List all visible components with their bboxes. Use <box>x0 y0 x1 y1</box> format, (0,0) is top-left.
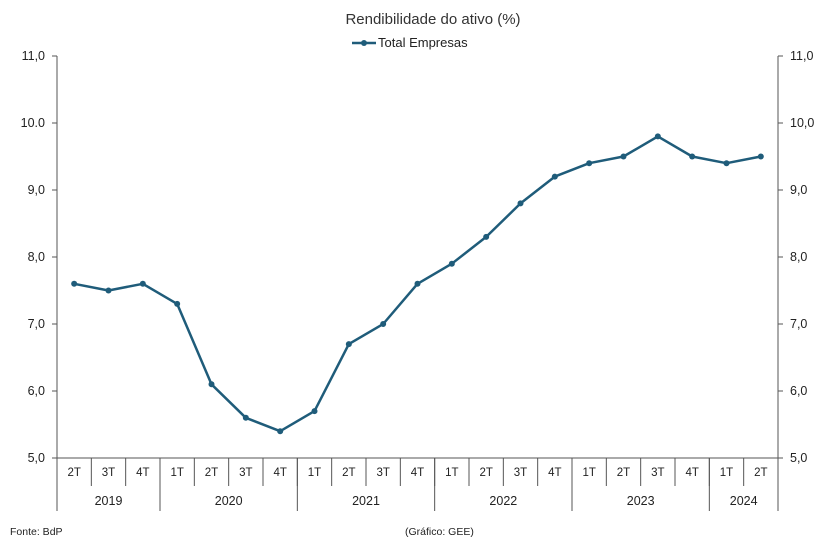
x-tick-label-quarter: 4T <box>548 467 561 479</box>
y-tick-label-left: 9,0 <box>28 183 45 197</box>
legend-point-marker <box>361 40 367 46</box>
data-point <box>208 381 215 388</box>
data-point <box>345 341 352 348</box>
credit-note: (Gráfico: GEE) <box>405 526 474 538</box>
x-tick-label-quarter: 4T <box>411 467 424 479</box>
data-point <box>139 280 146 287</box>
y-tick-label-left: 11,0 <box>22 49 45 63</box>
x-tick-label-quarter: 1T <box>170 467 183 479</box>
legend: Total Empresas <box>352 35 468 50</box>
y-tick-label-right: 6,0 <box>790 384 807 398</box>
x-tick-label-quarter: 1T <box>445 467 458 479</box>
x-tick-label-quarter: 3T <box>376 467 389 479</box>
data-point <box>586 160 593 167</box>
data-point <box>517 200 524 207</box>
data-point <box>71 280 78 287</box>
x-tick-label-year: 2021 <box>352 494 380 508</box>
data-point <box>448 260 455 267</box>
x-tick-label-quarter: 1T <box>308 467 321 479</box>
data-point <box>380 321 387 327</box>
data-point <box>277 428 284 435</box>
data-point <box>723 160 730 167</box>
data-point <box>242 414 249 421</box>
data-point <box>174 300 181 307</box>
x-tick-label-quarter: 3T <box>514 467 527 479</box>
x-tick-label-quarter: 2T <box>342 467 355 479</box>
x-tick-label-quarter: 2T <box>754 467 767 479</box>
plot-area <box>71 133 764 435</box>
x-tick-label-year: 2023 <box>627 494 655 508</box>
x-tick-label-quarter: 4T <box>136 467 149 479</box>
x-tick-label-quarter: 2T <box>617 467 630 479</box>
x-tick-label-quarter: 3T <box>239 467 252 479</box>
data-point <box>483 233 490 240</box>
x-tick-label-quarter: 1T <box>720 467 733 479</box>
y-tick-label-right: 10,0 <box>790 116 814 130</box>
y-tick-label-left: 6,0 <box>28 384 45 398</box>
legend-label: Total Empresas <box>378 35 468 50</box>
data-point <box>311 408 318 415</box>
x-tick-label-quarter: 3T <box>651 467 664 479</box>
y-tick-label-left: 5,0 <box>28 451 45 465</box>
data-point <box>414 280 421 287</box>
y-tick-label-left: 7,0 <box>28 317 45 331</box>
data-point <box>551 173 558 180</box>
y-tick-label-left: 8,0 <box>28 250 45 264</box>
x-tick-label-year: 2019 <box>95 494 123 508</box>
data-point <box>757 153 764 160</box>
source-note: Fonte: BdP <box>10 526 63 538</box>
y-tick-label-right: 9,0 <box>790 183 807 197</box>
x-tick-label-quarter: 4T <box>685 467 698 479</box>
y-tick-label-right: 8,0 <box>790 250 807 264</box>
data-point <box>620 153 627 160</box>
axes: 11,0 11,0 10.0 10,0 9,0 9,0 8,0 8,0 7,0 7,0 6,0 6,0… <box>21 49 814 511</box>
data-point <box>105 287 112 294</box>
x-tick-label-quarter: 2T <box>205 467 218 479</box>
x-tick-label-quarter: 2T <box>67 467 80 479</box>
y-tick-label-right: 7,0 <box>790 317 807 331</box>
x-tick-label-quarter: 1T <box>582 467 595 479</box>
data-point <box>689 153 696 160</box>
x-tick-label-quarter: 4T <box>273 467 286 479</box>
y-tick-label-right: 5,0 <box>790 451 807 465</box>
x-tick-label-year: 2024 <box>730 494 758 508</box>
x-tick-label-quarter: 2T <box>479 467 492 479</box>
data-point <box>654 133 661 140</box>
x-tick-label-year: 2020 <box>215 494 243 508</box>
chart-title: Rendibilidade do ativo (%) <box>345 11 520 28</box>
x-tick-label-year: 2022 <box>489 494 517 508</box>
x-tick-label-quarter: 3T <box>102 467 115 479</box>
y-tick-label-left: 10.0 <box>21 116 45 130</box>
y-tick-label-right: 11,0 <box>790 49 813 63</box>
